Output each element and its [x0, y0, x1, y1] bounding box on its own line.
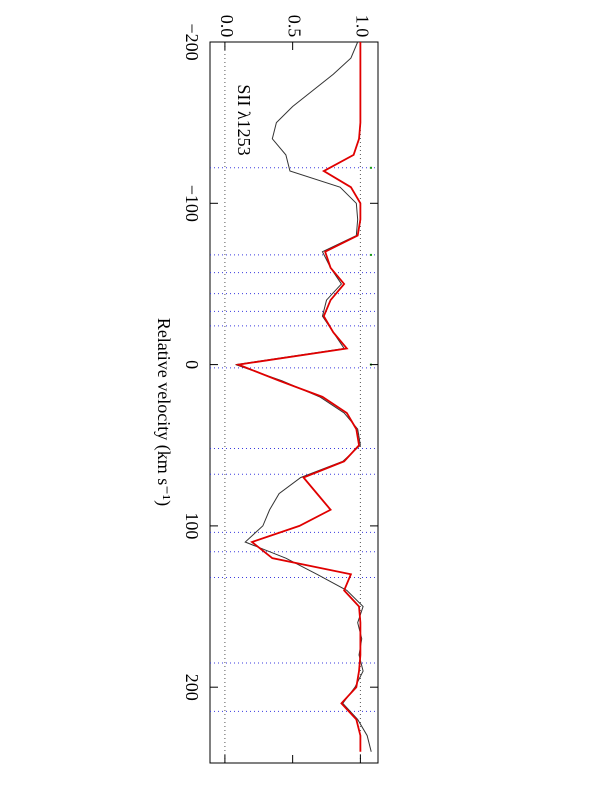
x-axis-label: Relative velocity (km s⁻¹) [153, 318, 174, 506]
x-tick-label: 100 [182, 512, 202, 539]
y-tick-label: 1.0 [352, 15, 372, 38]
x-tick-label: 0 [182, 360, 202, 369]
x-tick-label: 200 [182, 674, 202, 701]
x-tick-label: −200 [182, 23, 202, 60]
series-line [235, 41, 372, 752]
series-line [235, 42, 362, 752]
y-tick-label: 0.5 [285, 15, 305, 38]
x-tick-label: −100 [182, 185, 202, 222]
plot-frame [209, 41, 379, 764]
chart-title: SII λ1253 [234, 84, 254, 155]
y-tick-label: 0.0 [217, 15, 237, 38]
